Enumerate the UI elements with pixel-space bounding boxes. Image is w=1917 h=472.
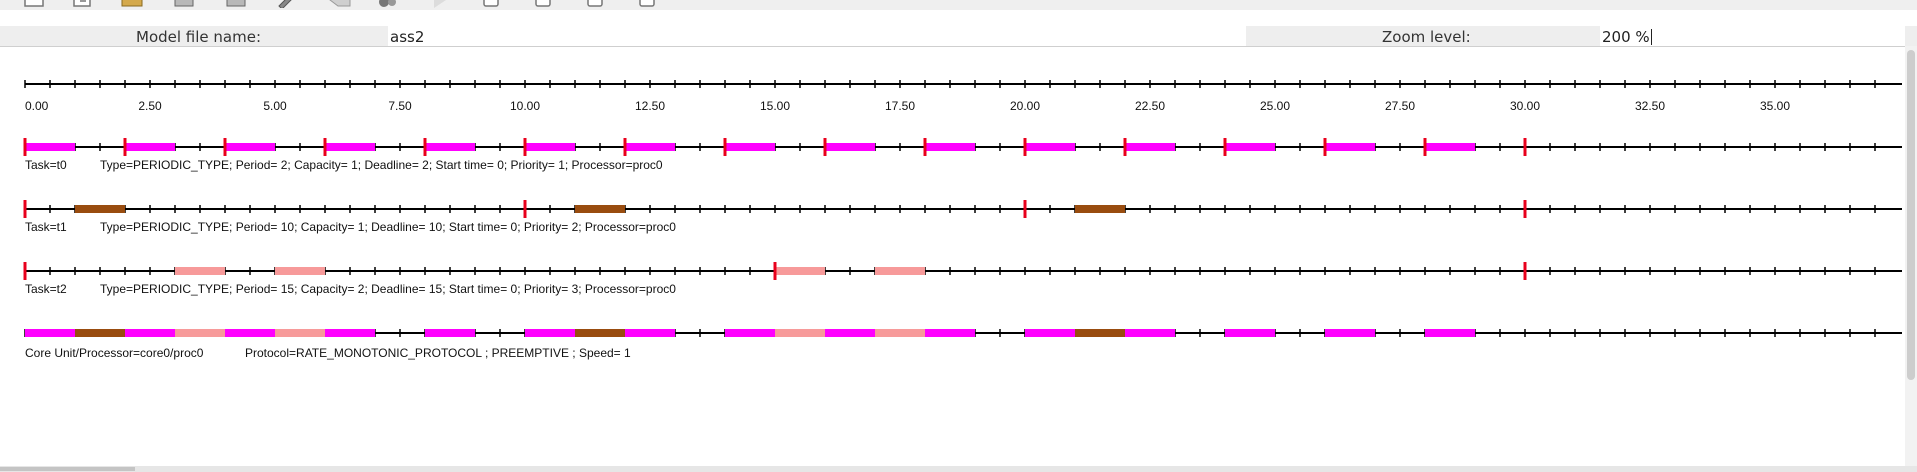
- task-label: Task=t1: [25, 220, 67, 234]
- axis-tick-label: 15.00: [760, 99, 790, 113]
- axis-tick-label: 10.00: [510, 99, 540, 113]
- processor-execution-bar: [525, 329, 575, 337]
- task-t2-execution-bar: [775, 267, 825, 275]
- processor-execution-bar: [775, 329, 825, 337]
- processor-execution-bar: [25, 329, 75, 337]
- axis-tick-label: 20.00: [1010, 99, 1040, 113]
- task-description: Type=PERIODIC_TYPE; Period= 2; Capacity=…: [100, 158, 663, 172]
- vertical-scrollbar[interactable]: [1905, 46, 1917, 466]
- back-icon[interactable]: [328, 0, 352, 8]
- axis-tick-label: 17.50: [885, 99, 915, 113]
- axis-tick-label: 35.00: [1760, 99, 1790, 113]
- axis-tick-label: 27.50: [1385, 99, 1415, 113]
- processor-execution-bar: [225, 329, 275, 337]
- task-t0-execution-bar: [1325, 143, 1375, 151]
- processor-execution-bar: [575, 329, 625, 337]
- task-t0-execution-bar: [325, 143, 375, 151]
- play-icon[interactable]: [428, 0, 452, 8]
- task-t0-execution-bar: [825, 143, 875, 151]
- save-icon[interactable]: [172, 0, 196, 8]
- task-t1-execution-bar: [1075, 205, 1125, 213]
- model-file-value: ass2: [390, 28, 425, 46]
- task-description: Type=PERIODIC_TYPE; Period= 10; Capacity…: [100, 220, 676, 234]
- task-t0-execution-bar: [725, 143, 775, 151]
- checkbox-icon[interactable]: [636, 0, 660, 8]
- task-label: Task=t2: [25, 282, 67, 296]
- processor-execution-bar: [725, 329, 775, 337]
- processor-execution-bar: [625, 329, 675, 337]
- axis-tick-label: 32.50: [1635, 99, 1665, 113]
- checkbox-icon[interactable]: [584, 0, 608, 8]
- processor-execution-bar: [925, 329, 975, 337]
- task-t0-execution-bar: [1425, 143, 1475, 151]
- axis-tick-label: 30.00: [1510, 99, 1540, 113]
- processor-execution-bar: [425, 329, 475, 337]
- zoom-level-value: 200 %: [1602, 28, 1650, 46]
- processor-execution-bar: [125, 329, 175, 337]
- task-t0-execution-bar: [625, 143, 675, 151]
- processor-execution-bar: [875, 329, 925, 337]
- task-t0-execution-bar: [1225, 143, 1275, 151]
- horizontal-scrollbar[interactable]: [0, 466, 1917, 472]
- processor-execution-bar: [175, 329, 225, 337]
- vertical-scroll-thumb[interactable]: [1907, 50, 1915, 380]
- task-t0-execution-bar: [925, 143, 975, 151]
- processor-execution-bar: [1125, 329, 1175, 337]
- zoom-level-field[interactable]: 200 %: [1600, 26, 1905, 46]
- processor-execution-bar: [275, 329, 325, 337]
- toolbar: [0, 0, 1917, 10]
- processor-description: Protocol=RATE_MONOTONIC_PROTOCOL ; PREEM…: [245, 346, 631, 360]
- new-file-icon[interactable]: [22, 0, 46, 8]
- axis-tick-label: 5.00: [263, 99, 287, 113]
- model-file-label: Model file name:: [136, 28, 262, 46]
- text-caret: [1650, 29, 1652, 45]
- processor-execution-bar: [1075, 329, 1125, 337]
- zoom-level-label: Zoom level:: [1382, 28, 1471, 46]
- processor-execution-bar: [1025, 329, 1075, 337]
- processor-execution-bar: [1425, 329, 1475, 337]
- header-row: Model file name: ass2 Zoom level: 200 %: [0, 26, 1917, 46]
- horizontal-scroll-thumb[interactable]: [0, 467, 135, 471]
- task-t2-execution-bar: [275, 267, 325, 275]
- processor-execution-bar: [1225, 329, 1275, 337]
- task-t1-execution-bar: [575, 205, 625, 213]
- axis-tick-label: 7.50: [388, 99, 412, 113]
- task-t0-execution-bar: [125, 143, 175, 151]
- open-file-icon[interactable]: [70, 0, 94, 8]
- task-t2-execution-bar: [875, 267, 925, 275]
- task-t0-execution-bar: [1025, 143, 1075, 151]
- task-t0-execution-bar: [425, 143, 475, 151]
- processor-execution-bar: [1325, 329, 1375, 337]
- checkbox-icon[interactable]: [532, 0, 556, 8]
- axis-tick-label: 22.50: [1135, 99, 1165, 113]
- task-label: Task=t0: [25, 158, 67, 172]
- axis-tick-label: 12.50: [635, 99, 665, 113]
- task-t0-execution-bar: [225, 143, 275, 151]
- settings-icon[interactable]: [376, 0, 400, 8]
- timeline-panel: 0.00 2.50 5.00 7.50 10.00 12.50 15.00 17.50 20.0…: [0, 46, 1905, 467]
- axis-tick-label: 2.50: [138, 99, 162, 113]
- save-as-icon[interactable]: [224, 0, 248, 8]
- task-t0-execution-bar: [1125, 143, 1175, 151]
- task-t0-execution-bar: [25, 143, 75, 151]
- task-description: Type=PERIODIC_TYPE; Period= 15; Capacity…: [100, 282, 676, 296]
- scheduling-timeline: 0.00 2.50 5.00 7.50 10.00 12.50 15.00 17.50 20.0…: [23, 80, 1902, 360]
- processor-label: Core Unit/Processor=core0/proc0: [25, 346, 204, 360]
- processor-execution-bar: [825, 329, 875, 337]
- axis-tick-label: 25.00: [1260, 99, 1290, 113]
- task-t0-execution-bar: [525, 143, 575, 151]
- processor-execution-bar: [325, 329, 375, 337]
- edit-icon[interactable]: [276, 0, 300, 8]
- task-t2-execution-bar: [175, 267, 225, 275]
- axis-tick-label: 0.00: [25, 99, 49, 113]
- processor-execution-bar: [75, 329, 125, 337]
- checkbox-icon[interactable]: [480, 0, 504, 8]
- task-t1-execution-bar: [75, 205, 125, 213]
- folder-icon[interactable]: [120, 0, 144, 8]
- model-file-field[interactable]: ass2: [388, 26, 1246, 46]
